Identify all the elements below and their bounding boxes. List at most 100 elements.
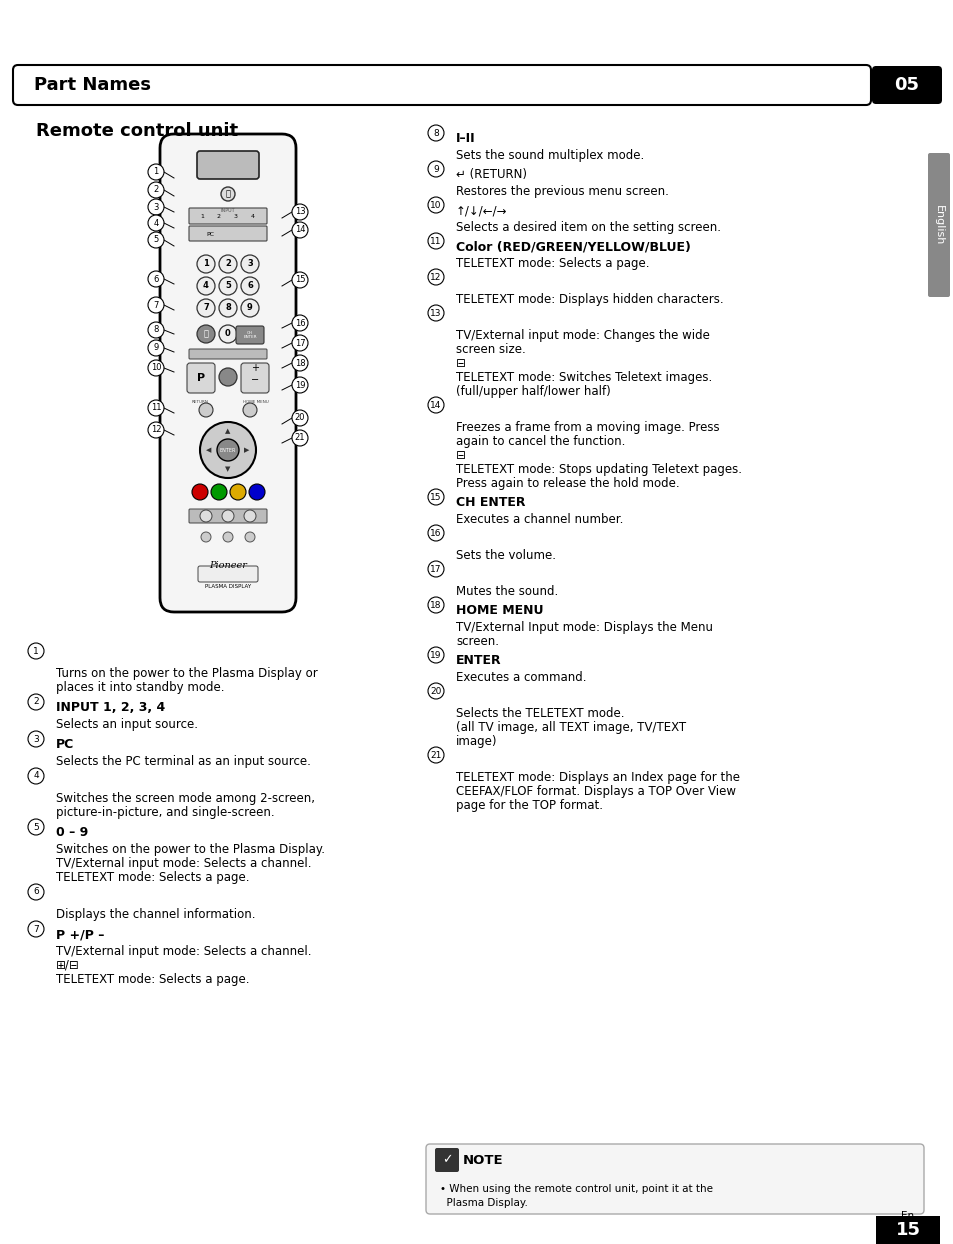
Circle shape: [428, 683, 443, 699]
Text: Restores the previous menu screen.: Restores the previous menu screen.: [456, 185, 668, 198]
Circle shape: [148, 322, 164, 338]
Text: CEEFAX/FLOF format. Displays a TOP Over View: CEEFAX/FLOF format. Displays a TOP Over …: [456, 785, 735, 797]
Text: 4: 4: [153, 219, 158, 228]
Circle shape: [28, 884, 44, 899]
FancyBboxPatch shape: [875, 1215, 939, 1244]
Circle shape: [211, 484, 227, 500]
FancyBboxPatch shape: [189, 208, 267, 224]
Circle shape: [241, 255, 258, 272]
Text: 18: 18: [430, 601, 441, 610]
Text: Mutes the sound.: Mutes the sound.: [456, 585, 558, 598]
Text: 11: 11: [430, 236, 441, 245]
Circle shape: [428, 525, 443, 541]
Text: Remote control unit: Remote control unit: [36, 122, 238, 141]
Circle shape: [200, 422, 255, 478]
Text: P +/P –: P +/P –: [56, 928, 104, 940]
Text: picture-in-picture, and single-screen.: picture-in-picture, and single-screen.: [56, 806, 274, 819]
Text: 10: 10: [430, 200, 441, 209]
Text: Turns on the power to the Plasma Display or: Turns on the power to the Plasma Display…: [56, 667, 317, 680]
Text: • When using the remote control unit, point it at the: • When using the remote control unit, po…: [439, 1184, 712, 1194]
Text: ENTER: ENTER: [456, 654, 501, 667]
Text: (full/upper half/lower half): (full/upper half/lower half): [456, 384, 610, 398]
Circle shape: [192, 484, 208, 500]
Text: 14: 14: [294, 225, 305, 235]
Text: 7: 7: [153, 301, 158, 310]
Text: Press again to release the hold mode.: Press again to release the hold mode.: [456, 476, 679, 490]
Text: ▲: ▲: [225, 428, 231, 434]
FancyBboxPatch shape: [198, 566, 257, 582]
Text: HOME MENU: HOME MENU: [243, 401, 269, 404]
Text: Executes a channel number.: Executes a channel number.: [456, 513, 622, 526]
Circle shape: [148, 199, 164, 215]
Text: INPUT: INPUT: [220, 208, 235, 213]
Text: 8: 8: [153, 326, 158, 335]
Text: Freezes a frame from a moving image. Press: Freezes a frame from a moving image. Pre…: [456, 420, 719, 434]
Text: CH
ENTER: CH ENTER: [243, 331, 256, 340]
Text: page for the TOP format.: page for the TOP format.: [456, 799, 602, 812]
Circle shape: [292, 377, 308, 393]
Circle shape: [241, 277, 258, 295]
Text: places it into standby mode.: places it into standby mode.: [56, 680, 224, 694]
Text: PC: PC: [206, 231, 213, 236]
Text: Switches the screen mode among 2-screen,: Switches the screen mode among 2-screen,: [56, 792, 314, 805]
Text: 7: 7: [33, 924, 39, 933]
Circle shape: [219, 368, 236, 386]
Text: Selects the PC terminal as an input source.: Selects the PC terminal as an input sour…: [56, 755, 311, 768]
Circle shape: [428, 597, 443, 613]
Circle shape: [216, 439, 239, 462]
Text: 15: 15: [895, 1222, 920, 1239]
Text: TELETEXT mode: Displays hidden characters.: TELETEXT mode: Displays hidden character…: [456, 294, 723, 306]
Text: 1: 1: [153, 168, 158, 177]
Text: 8: 8: [225, 304, 231, 312]
Text: 19: 19: [430, 651, 441, 659]
Text: 8: 8: [433, 128, 438, 138]
Circle shape: [201, 532, 211, 542]
Text: HOME MENU: HOME MENU: [456, 605, 543, 617]
Text: TELETEXT mode: Displays an Index page for the: TELETEXT mode: Displays an Index page fo…: [456, 771, 740, 784]
Circle shape: [148, 297, 164, 313]
FancyBboxPatch shape: [927, 153, 949, 297]
Circle shape: [200, 510, 212, 522]
Circle shape: [28, 768, 44, 784]
Text: TV/External Input mode: Displays the Menu: TV/External Input mode: Displays the Men…: [456, 621, 712, 634]
Text: 0: 0: [225, 330, 231, 338]
Text: ⊟: ⊟: [456, 357, 465, 369]
Text: En: En: [901, 1210, 914, 1222]
Text: 21: 21: [294, 433, 305, 443]
Text: screen size.: screen size.: [456, 343, 525, 356]
Text: ⏻: ⏻: [225, 189, 231, 199]
FancyBboxPatch shape: [189, 226, 267, 241]
Text: ENTER: ENTER: [219, 448, 236, 453]
Text: 1: 1: [203, 260, 209, 269]
Circle shape: [222, 510, 233, 522]
Text: Plasma Display.: Plasma Display.: [439, 1198, 527, 1208]
Text: Displays the channel information.: Displays the channel information.: [56, 908, 255, 921]
Circle shape: [148, 401, 164, 415]
Text: 5: 5: [153, 235, 158, 245]
Text: 15: 15: [294, 275, 305, 285]
Text: 2: 2: [33, 698, 39, 707]
FancyBboxPatch shape: [241, 363, 269, 393]
Text: Executes a command.: Executes a command.: [456, 671, 586, 684]
Text: Part Names: Part Names: [34, 76, 151, 95]
Text: 05: 05: [894, 76, 919, 95]
FancyBboxPatch shape: [871, 66, 941, 104]
Circle shape: [428, 561, 443, 577]
Circle shape: [428, 489, 443, 505]
Circle shape: [428, 269, 443, 285]
Text: INPUT 1, 2, 3, 4: INPUT 1, 2, 3, 4: [56, 702, 165, 714]
FancyBboxPatch shape: [426, 1144, 923, 1214]
Circle shape: [199, 403, 213, 417]
Circle shape: [223, 532, 233, 542]
Text: 6: 6: [33, 887, 39, 897]
Text: 4: 4: [203, 281, 209, 291]
Text: CH ENTER: CH ENTER: [456, 496, 525, 509]
FancyBboxPatch shape: [189, 350, 267, 360]
Text: TELETEXT mode: Selects a page.: TELETEXT mode: Selects a page.: [456, 258, 649, 270]
Circle shape: [292, 355, 308, 371]
Text: TV/External input mode: Changes the wide: TV/External input mode: Changes the wide: [456, 328, 709, 342]
Text: 7: 7: [203, 304, 209, 312]
Circle shape: [428, 397, 443, 413]
Text: Color (RED/GREEN/YELLOW/BLUE): Color (RED/GREEN/YELLOW/BLUE): [456, 240, 690, 253]
FancyBboxPatch shape: [196, 151, 258, 179]
